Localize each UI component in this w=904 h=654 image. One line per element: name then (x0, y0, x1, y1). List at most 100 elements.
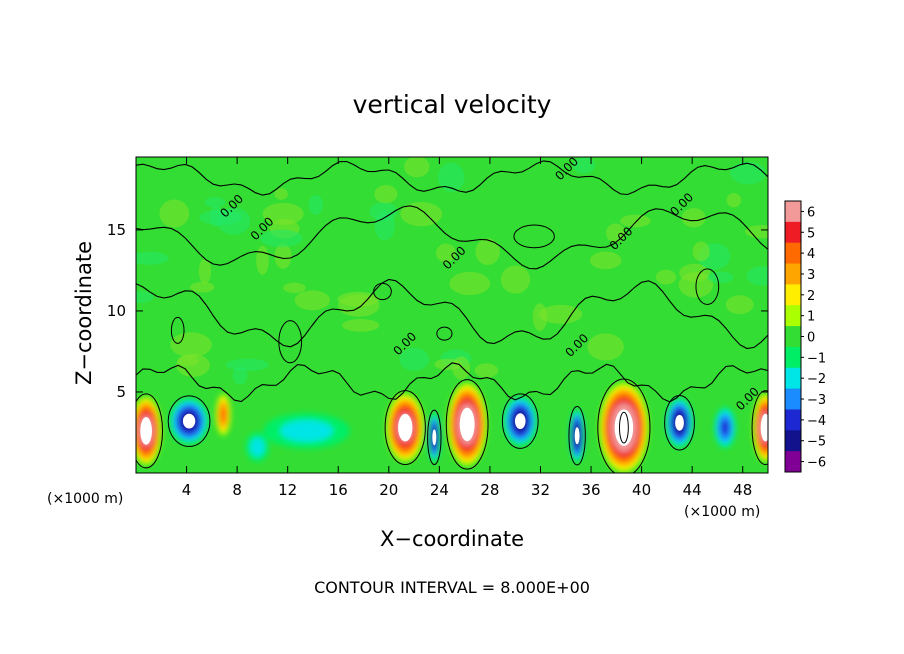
texture-patch (342, 319, 380, 332)
downdraft-cell (714, 406, 736, 449)
x-tick-label: 44 (683, 481, 702, 499)
cell-contour (445, 379, 489, 470)
closed-contour (278, 320, 303, 364)
updraft-core (760, 413, 768, 442)
colorbar-swatch (785, 284, 801, 306)
texture-patch (190, 281, 215, 293)
colorbar-swatch (785, 242, 801, 265)
cell-cores (140, 407, 768, 446)
colorbar-label: 3 (807, 268, 815, 283)
updraft-core (140, 417, 152, 445)
texture-patch (399, 347, 430, 371)
texture-patch (746, 266, 768, 286)
closed-contour (373, 282, 392, 301)
x-tick-label: 48 (733, 481, 752, 499)
downdraft-cell-level (280, 419, 334, 442)
texture-patch (199, 209, 243, 226)
colorbar-swatch (785, 367, 801, 390)
x-tick-label: 8 (232, 481, 242, 499)
y-tick-label: 5 (116, 383, 126, 401)
texture-patch (589, 251, 622, 270)
colorbar-label: −4 (807, 414, 826, 429)
colorbar-swatch (785, 346, 801, 369)
colorbar-label: 2 (807, 289, 815, 304)
texture-patch (532, 303, 548, 331)
colorbar-label: 4 (807, 247, 815, 262)
y-axis-label: Z−coordinate (72, 241, 96, 385)
cell-contour (664, 395, 695, 451)
texture-patch (745, 224, 768, 239)
cell-contour (568, 406, 586, 466)
texture-patch (136, 251, 169, 265)
x-tick-label: 4 (182, 481, 192, 499)
x-tick-label: 36 (581, 481, 600, 499)
texture-patch (707, 271, 734, 284)
contour-interval-note: CONTOUR INTERVAL = 8.000E+00 (314, 578, 590, 597)
colorbar-swatch (785, 409, 801, 431)
colorbar-swatch (785, 221, 801, 244)
texture-patch (256, 245, 269, 275)
x-axis-label: X−coordinate (380, 527, 524, 551)
colorbar-label: 0 (807, 331, 815, 346)
downdraft-core (182, 413, 196, 429)
texture-patch (204, 196, 226, 208)
updraft-core (614, 409, 634, 446)
y-axis-ticks: 5 10 15 (107, 221, 768, 401)
texture-patch (452, 356, 471, 380)
texture-patch (692, 241, 710, 262)
cell-contour (427, 409, 442, 466)
texture-patch (338, 294, 380, 317)
colorbar-swatch (785, 326, 801, 348)
texture-patch (170, 332, 212, 358)
inner-contour (618, 411, 629, 444)
texture-patch (400, 201, 443, 227)
texture-patch (474, 363, 499, 378)
texture-patch (308, 194, 323, 215)
texture-patch (655, 269, 677, 285)
colorbar-label: −1 (807, 351, 826, 366)
zero-contour-middle (136, 278, 768, 350)
downdraft-cell (263, 412, 350, 449)
colorbar-swatch (785, 263, 801, 285)
downdraft-core (432, 429, 437, 446)
colorbar-label: −5 (807, 435, 826, 450)
downdraft-core (514, 413, 526, 430)
texture-patch (500, 265, 531, 294)
x-tick-label: 28 (480, 481, 499, 499)
x-tick-label: 24 (430, 481, 449, 499)
downdraft-cell (245, 432, 269, 462)
colorbar-swatch (785, 305, 801, 327)
texture-patch (374, 184, 398, 204)
colorbar-label: 6 (807, 205, 815, 220)
updraft-cell-level (220, 406, 227, 423)
texture-patch (283, 282, 306, 294)
texture-patch (159, 199, 190, 228)
x-unit-left: (×1000 m) (47, 491, 123, 507)
x-tick-label: 40 (632, 481, 651, 499)
texture-patch (136, 291, 154, 303)
downdraft-core (675, 414, 684, 431)
texture-patch (225, 358, 269, 372)
texture-patch (681, 208, 706, 228)
texture-patch (587, 333, 624, 361)
texture-patch (274, 188, 288, 200)
cell-contour (597, 378, 651, 473)
closed-contour (436, 326, 453, 341)
texture-patch (260, 229, 303, 248)
cell-contour (384, 390, 426, 466)
plot-frame (135, 156, 769, 474)
downdraft-cell-level (249, 437, 265, 457)
x-axis-ticks: 4 8 12 16 20 24 28 32 36 40 44 48 (182, 157, 752, 499)
texture-patch (369, 202, 398, 221)
zero-contour-upper (136, 205, 768, 270)
colorbar-label: −2 (807, 372, 826, 387)
zero-contour-lower (136, 362, 768, 403)
closed-contour (513, 224, 555, 249)
texture-patch (198, 258, 212, 284)
texture-patch (538, 304, 583, 324)
texture-patch (606, 223, 626, 243)
texture-patch (404, 157, 430, 178)
downdraft-cell-level (720, 419, 730, 436)
texture-patch (436, 243, 456, 263)
